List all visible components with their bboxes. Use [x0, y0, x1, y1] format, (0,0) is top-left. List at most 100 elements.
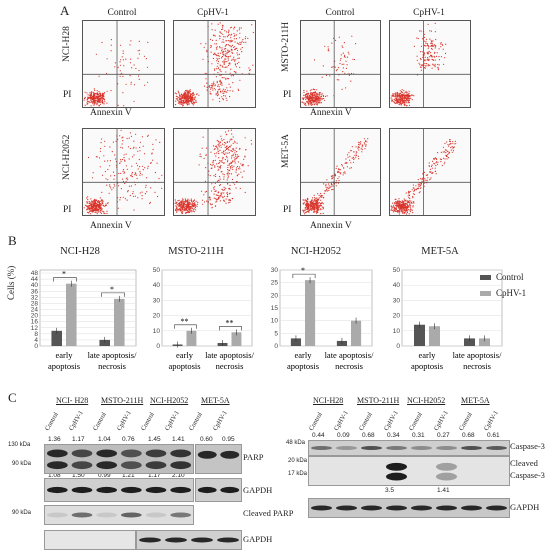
blot-caspase3 — [308, 440, 510, 456]
cleaved-casp-value-1: 1.41 — [437, 487, 450, 494]
y-tick-label: 10 — [153, 328, 161, 335]
y-tick-label: 30 — [393, 297, 401, 304]
pi-label-3: PI — [63, 205, 72, 215]
right-lane-label: Control — [457, 411, 474, 432]
blot-left-group-0: NCI- H28 — [56, 396, 89, 405]
left-lane-label: Control — [91, 411, 108, 432]
blot-band — [71, 461, 93, 470]
parp-top-value: 1.36 — [48, 436, 61, 443]
blot-band — [170, 512, 192, 518]
y-tick-label: 30 — [271, 267, 279, 274]
y-tick-label: 8 — [34, 331, 38, 338]
caspase-top-value: 0.34 — [387, 432, 400, 439]
bar-cphv — [114, 298, 125, 346]
y-tick-label: 28 — [31, 300, 39, 307]
bar-cphv — [305, 280, 316, 346]
category-label: late apoptosis/ — [88, 350, 138, 360]
blot-left-group-2: NCI-H2052 — [150, 396, 189, 405]
parp-top-value: 0.76 — [122, 436, 135, 443]
category-label: necrosis — [335, 361, 363, 371]
blot-band — [386, 505, 407, 511]
blot-gapdh-1 — [44, 478, 194, 502]
blot-band — [120, 486, 142, 494]
bar-chart-2: 0 5 10 15 20 25 30 * early apoptosis late apoptosi… — [258, 262, 378, 382]
blot-name-caspase3-cleaved: Caspase-3 — [510, 470, 545, 480]
category-label: early — [56, 350, 74, 360]
bar-control — [290, 338, 301, 346]
blot-band — [361, 505, 382, 511]
y-tick-label: 40 — [393, 282, 401, 289]
parp-bottom-value: 0.99 — [98, 472, 111, 479]
bar-control — [414, 324, 425, 346]
right-lane-label: CpHV-1 — [332, 409, 350, 432]
blot-band — [220, 450, 240, 459]
bar-control — [51, 330, 62, 346]
left-lane-label: CpHV-1 — [211, 409, 229, 432]
y-tick-label: 20 — [393, 313, 401, 320]
cell-line-label-nci-h28: NCI-H28 — [62, 26, 72, 62]
y-tick-label: 10 — [393, 328, 401, 335]
dot-cloud — [301, 35, 357, 106]
dot-cloud — [390, 22, 447, 107]
caspase-top-value: 0.68 — [462, 432, 475, 439]
y-tick-label: 24 — [31, 307, 39, 314]
blot-band — [96, 486, 118, 494]
flow-title-control-1: Control — [107, 8, 137, 18]
y-tick-label: 0 — [396, 343, 400, 350]
y-tick-label: 0 — [274, 343, 278, 350]
blot-band — [120, 512, 142, 518]
left-lane-label: CpHV-1 — [163, 409, 181, 432]
blot-band — [436, 472, 457, 481]
parp-bottom-value: 2.10 — [172, 472, 185, 479]
blot-band — [361, 446, 382, 450]
blot-gapdh-2 — [136, 530, 242, 550]
category-label: necrosis — [216, 361, 244, 371]
blot-band — [436, 462, 457, 471]
y-tick-label: 40 — [153, 282, 161, 289]
significance-bracket — [53, 277, 77, 282]
blot-parp-main — [44, 444, 194, 474]
bar-cphv — [231, 332, 242, 346]
flow-plot-met5a-cphv — [389, 128, 471, 216]
annexin-label-3: Annexin V — [90, 221, 132, 231]
y-tick-label: 16 — [31, 319, 39, 326]
bar-cphv — [66, 283, 77, 346]
right-lane-label: Control — [357, 411, 374, 432]
blot-name-cleaved: Cleaved — [510, 458, 538, 468]
bar-cphv — [429, 326, 440, 346]
y-tick-label: 20 — [153, 313, 161, 320]
category-label: necrosis — [98, 361, 126, 371]
parp-bottom-value: 1.17 — [148, 472, 161, 479]
blot-band — [486, 446, 507, 450]
blot-band — [220, 486, 240, 494]
bar-control — [99, 339, 110, 346]
blot-band — [197, 450, 217, 459]
kda-20: 20 kDa — [288, 458, 308, 464]
blot-band — [486, 505, 507, 511]
kda-17: 17 kDa — [288, 471, 308, 477]
blot-band — [336, 446, 357, 450]
legend-swatch-cphv — [480, 291, 491, 297]
bar-cphv — [186, 330, 197, 346]
y-tick-label: 15 — [271, 305, 279, 312]
blot-name-caspase3: Caspase-3 — [510, 441, 545, 451]
dot-cloud — [174, 129, 253, 215]
y-tick-label: 25 — [271, 280, 279, 287]
blot-band — [145, 486, 167, 494]
parp-top-value: 1.41 — [172, 436, 185, 443]
cell-line-label-met-5a: MET-5A — [281, 134, 291, 168]
bar-chart-3: 0 10 20 30 40 50 early apoptosis late apoptosis/… — [380, 262, 508, 382]
significance-label: * — [62, 270, 66, 279]
category-label: early — [176, 350, 194, 360]
category-label: necrosis — [463, 361, 491, 371]
category-label: apoptosis — [48, 361, 80, 371]
annexin-label-4: Annexin V — [310, 221, 352, 231]
y-tick-label: 30 — [153, 297, 161, 304]
y-tick-label: 0 — [34, 343, 38, 350]
blot-band — [46, 461, 68, 470]
flow-plot-h28-control — [82, 20, 165, 108]
y-tick-label: 40 — [31, 282, 39, 289]
cell-line-label-msto-211h: MSTO-211H — [281, 21, 291, 72]
pi-label-4: PI — [283, 205, 292, 215]
blot-band — [311, 446, 332, 450]
